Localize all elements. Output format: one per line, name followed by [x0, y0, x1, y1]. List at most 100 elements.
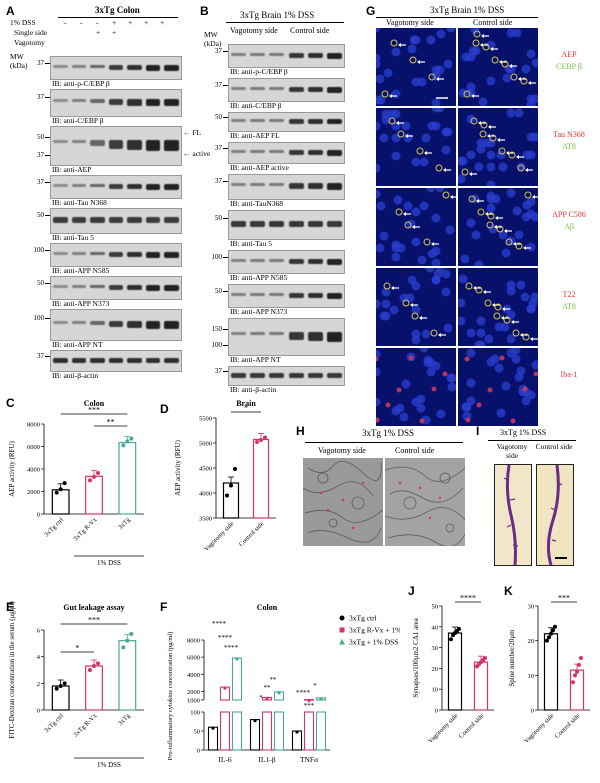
- y-tick-label: 4000: [27, 467, 40, 474]
- bar-lower: [261, 711, 273, 751]
- mw-tick: [223, 290, 228, 292]
- blot-band: [53, 217, 68, 223]
- data-point: [235, 657, 239, 661]
- blot-band: [127, 251, 142, 258]
- legend-label: 3xTg R-Vx + 1% DSS: [349, 626, 400, 635]
- golgi-image-vagotomy: [494, 464, 532, 566]
- mw-marker: 37: [37, 177, 44, 186]
- x-tick-label: 3xTg ctrl: [43, 712, 65, 734]
- ib-label: IB: anti-C/EBP β: [230, 101, 282, 110]
- blot-band: [90, 99, 105, 103]
- x-tick-label: Control side: [554, 712, 582, 740]
- mw-marker: 100: [33, 245, 45, 254]
- ib-label: IB: anti-Tau 5: [52, 233, 94, 242]
- sig-label: ****: [212, 620, 227, 628]
- blot-band: [269, 183, 285, 187]
- panel-g-col-vagotomy: Vagotomy side: [386, 18, 434, 27]
- blot-band: [326, 86, 342, 93]
- y-axis-label: Pro-inflammatory cytokine concentration …: [167, 632, 174, 761]
- panel-h-letter: H: [296, 424, 305, 438]
- x-tick-label: 3xTg: [117, 516, 132, 531]
- cond-mark: +: [144, 18, 149, 27]
- if-image-row4-col1: [458, 348, 538, 426]
- x-tick-label: IL-6: [218, 755, 232, 764]
- scale-bar: [555, 557, 567, 559]
- chart-title: Gut leakage assay: [63, 603, 124, 612]
- blot-band: [250, 331, 266, 336]
- panel-b-mw-label: MW (kDa): [204, 30, 222, 48]
- y-tick-label: 5000: [199, 441, 212, 448]
- y-tick-label: 10: [528, 673, 535, 680]
- data-point: [62, 681, 67, 686]
- data-point: [277, 691, 281, 695]
- ib-label: IB: anti-APP N585: [230, 273, 288, 282]
- sig-label: *: [313, 682, 317, 690]
- x-tick-label: Vagotomy side: [203, 520, 235, 552]
- b-blot-2: [228, 112, 345, 132]
- if-nuclei: [376, 188, 456, 266]
- panel-b-letter: B: [200, 4, 209, 18]
- mw-tick: [223, 218, 228, 220]
- blot-band: [90, 320, 105, 325]
- mw-tick: [45, 356, 50, 357]
- blot-band: [71, 64, 87, 68]
- b-blot-7: [228, 284, 345, 308]
- blot-band: [127, 140, 142, 150]
- if-nuclei: [376, 348, 456, 425]
- if-image-row3-col0: [376, 268, 456, 346]
- blot-band: [250, 86, 266, 90]
- panel-i-col-vagotomy: Vagotomy side: [496, 442, 528, 460]
- blot-band: [288, 331, 304, 341]
- em-texture-control: [385, 458, 465, 546]
- panel-h-col-vagotomy: Vagotomy side: [318, 446, 366, 455]
- mw-tick: [45, 137, 50, 139]
- blot-band: [53, 140, 68, 144]
- y-tick-label: 30: [432, 645, 439, 652]
- a-blot-2: [50, 126, 182, 166]
- x-tick-label: 3xTg R-Vx: [72, 712, 99, 739]
- blot-band: [307, 150, 323, 156]
- ib-label: IB: anti-APP N585: [52, 266, 110, 275]
- blot-band: [145, 99, 161, 107]
- y-tick-label: 0: [531, 708, 534, 715]
- if-nuclei: [460, 188, 538, 266]
- y-tick-label: 2: [37, 681, 40, 688]
- data-point: [96, 661, 100, 666]
- blot-band: [145, 64, 161, 71]
- mw-marker: 37: [215, 367, 222, 376]
- em-image-control: [385, 458, 465, 546]
- sig-label: *: [259, 694, 263, 702]
- aep-active-arrow-label: ← active: [183, 148, 211, 158]
- x-tick-label: 3xTg: [117, 712, 132, 727]
- chart-title: Brain: [236, 399, 256, 408]
- bar: [291, 730, 303, 751]
- mw-marker: 37: [37, 352, 44, 360]
- legend-label: 3xTg + 1% DSS: [349, 638, 398, 647]
- panel-i-title-rule: [488, 440, 576, 441]
- blot-band: [231, 220, 247, 228]
- data-point: [575, 669, 579, 674]
- blot-band: [127, 284, 142, 291]
- sig-label: ****: [218, 634, 233, 642]
- panel-a-letter: A: [6, 4, 15, 18]
- data-point: [259, 438, 263, 442]
- blot-band: [145, 284, 161, 291]
- bar: [447, 632, 463, 711]
- a-blot-6: [50, 276, 182, 300]
- x-tick-label: Vagotomy side: [523, 712, 555, 744]
- if-image-row4-col0: [376, 348, 456, 426]
- blot-band: [53, 251, 68, 255]
- bar: [249, 719, 261, 751]
- data-point: [307, 698, 311, 703]
- blot-band: [269, 331, 285, 336]
- blot-band: [127, 358, 142, 364]
- em-image-vagotomy: [303, 458, 383, 546]
- blot-band: [250, 258, 266, 262]
- legend-marker: [339, 615, 345, 621]
- panel-i-title: 3xTg 1% DSS: [500, 428, 547, 437]
- a-blot-3: [50, 175, 182, 199]
- data-point: [58, 684, 63, 688]
- legend-label: 3xTg ctrl: [349, 614, 377, 623]
- blot-band: [108, 251, 124, 257]
- blot-band: [269, 220, 285, 228]
